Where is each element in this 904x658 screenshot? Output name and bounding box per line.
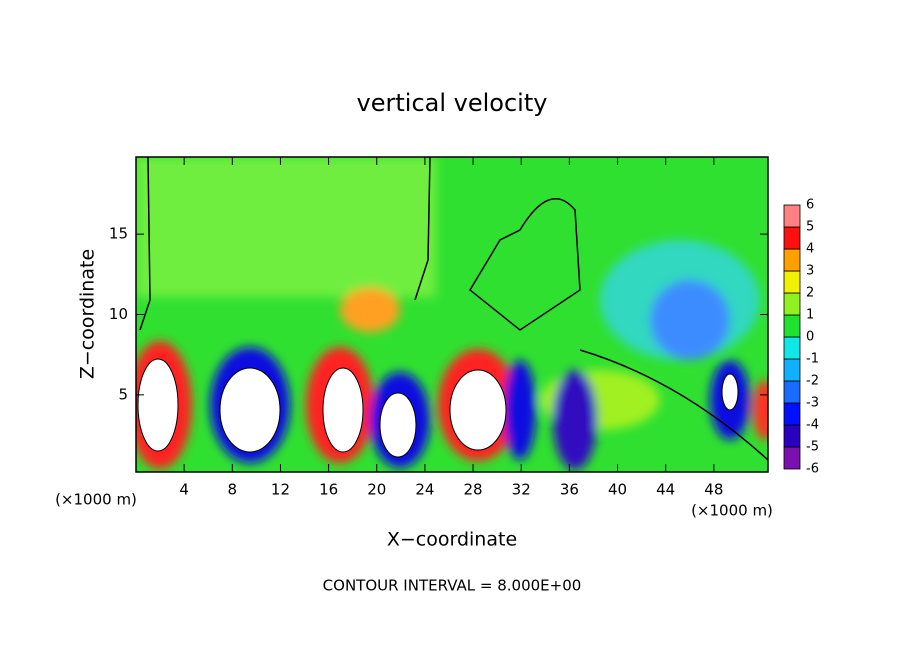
colorbar-tick-label: 2: [806, 286, 814, 301]
colorbar-band: [783, 402, 801, 426]
colorbar-tick-label: 5: [806, 220, 814, 235]
colorbar-band: [783, 226, 801, 250]
x-tick-label: 8: [228, 481, 238, 499]
colorbar-band: [783, 424, 801, 448]
x-tick-label: 48: [704, 481, 723, 499]
colorbar-tick-label: -6: [806, 462, 819, 477]
x-tick-label: 24: [415, 481, 434, 499]
x-tick-label: 44: [656, 481, 675, 499]
colorbar-band: [783, 248, 801, 272]
x-tick-label: 36: [560, 481, 579, 499]
colorbar-tick-label: -2: [806, 374, 819, 389]
colorbar-tick-label: 4: [806, 242, 814, 257]
x-unit-label: (×1000 m): [691, 502, 773, 520]
x-unit-label: (×1000 m): [55, 491, 137, 509]
colorbar-band: [783, 380, 801, 404]
colorbar-tick-label: 1: [806, 308, 814, 323]
x-tick-label: 4: [179, 481, 189, 499]
colorbar-band: [783, 204, 801, 228]
y-tick-label: 5: [118, 385, 128, 403]
x-tick-label: 40: [608, 481, 627, 499]
colorbar-band: [783, 314, 801, 338]
colorbar-band: [783, 358, 801, 382]
colorbar-band: [783, 292, 801, 316]
colorbar-tick-label: -3: [806, 396, 819, 411]
x-tick-label: 12: [271, 481, 290, 499]
chart-title: vertical velocity: [357, 89, 548, 117]
colorbar-tick-label: -1: [806, 352, 819, 367]
colorbar-tick-label: -5: [806, 440, 819, 455]
y-axis-label: Z−coordinate: [77, 249, 99, 379]
contour-line: [139, 157, 768, 461]
colorbar-tick-label: 0: [806, 330, 814, 345]
field: [136, 157, 768, 472]
footnote: CONTOUR INTERVAL = 8.000E+00: [323, 577, 582, 595]
x-tick-label: 16: [319, 481, 338, 499]
x-tick-label: 32: [512, 481, 531, 499]
field-cores: [137, 358, 739, 458]
colorbar-band: [783, 270, 801, 294]
x-tick-label: 20: [367, 481, 386, 499]
colorbar-tick-label: 3: [806, 264, 814, 279]
x-axis-label: X−coordinate: [387, 529, 517, 551]
y-tick-label: 15: [109, 225, 128, 243]
colorbar-band: [783, 446, 801, 470]
colorbar-band: [783, 336, 801, 360]
y-tick-label: 10: [109, 305, 128, 323]
colorbar-tick-label: -4: [806, 418, 819, 433]
colorbar-tick-label: 6: [806, 198, 814, 213]
x-tick-label: 28: [464, 481, 483, 499]
